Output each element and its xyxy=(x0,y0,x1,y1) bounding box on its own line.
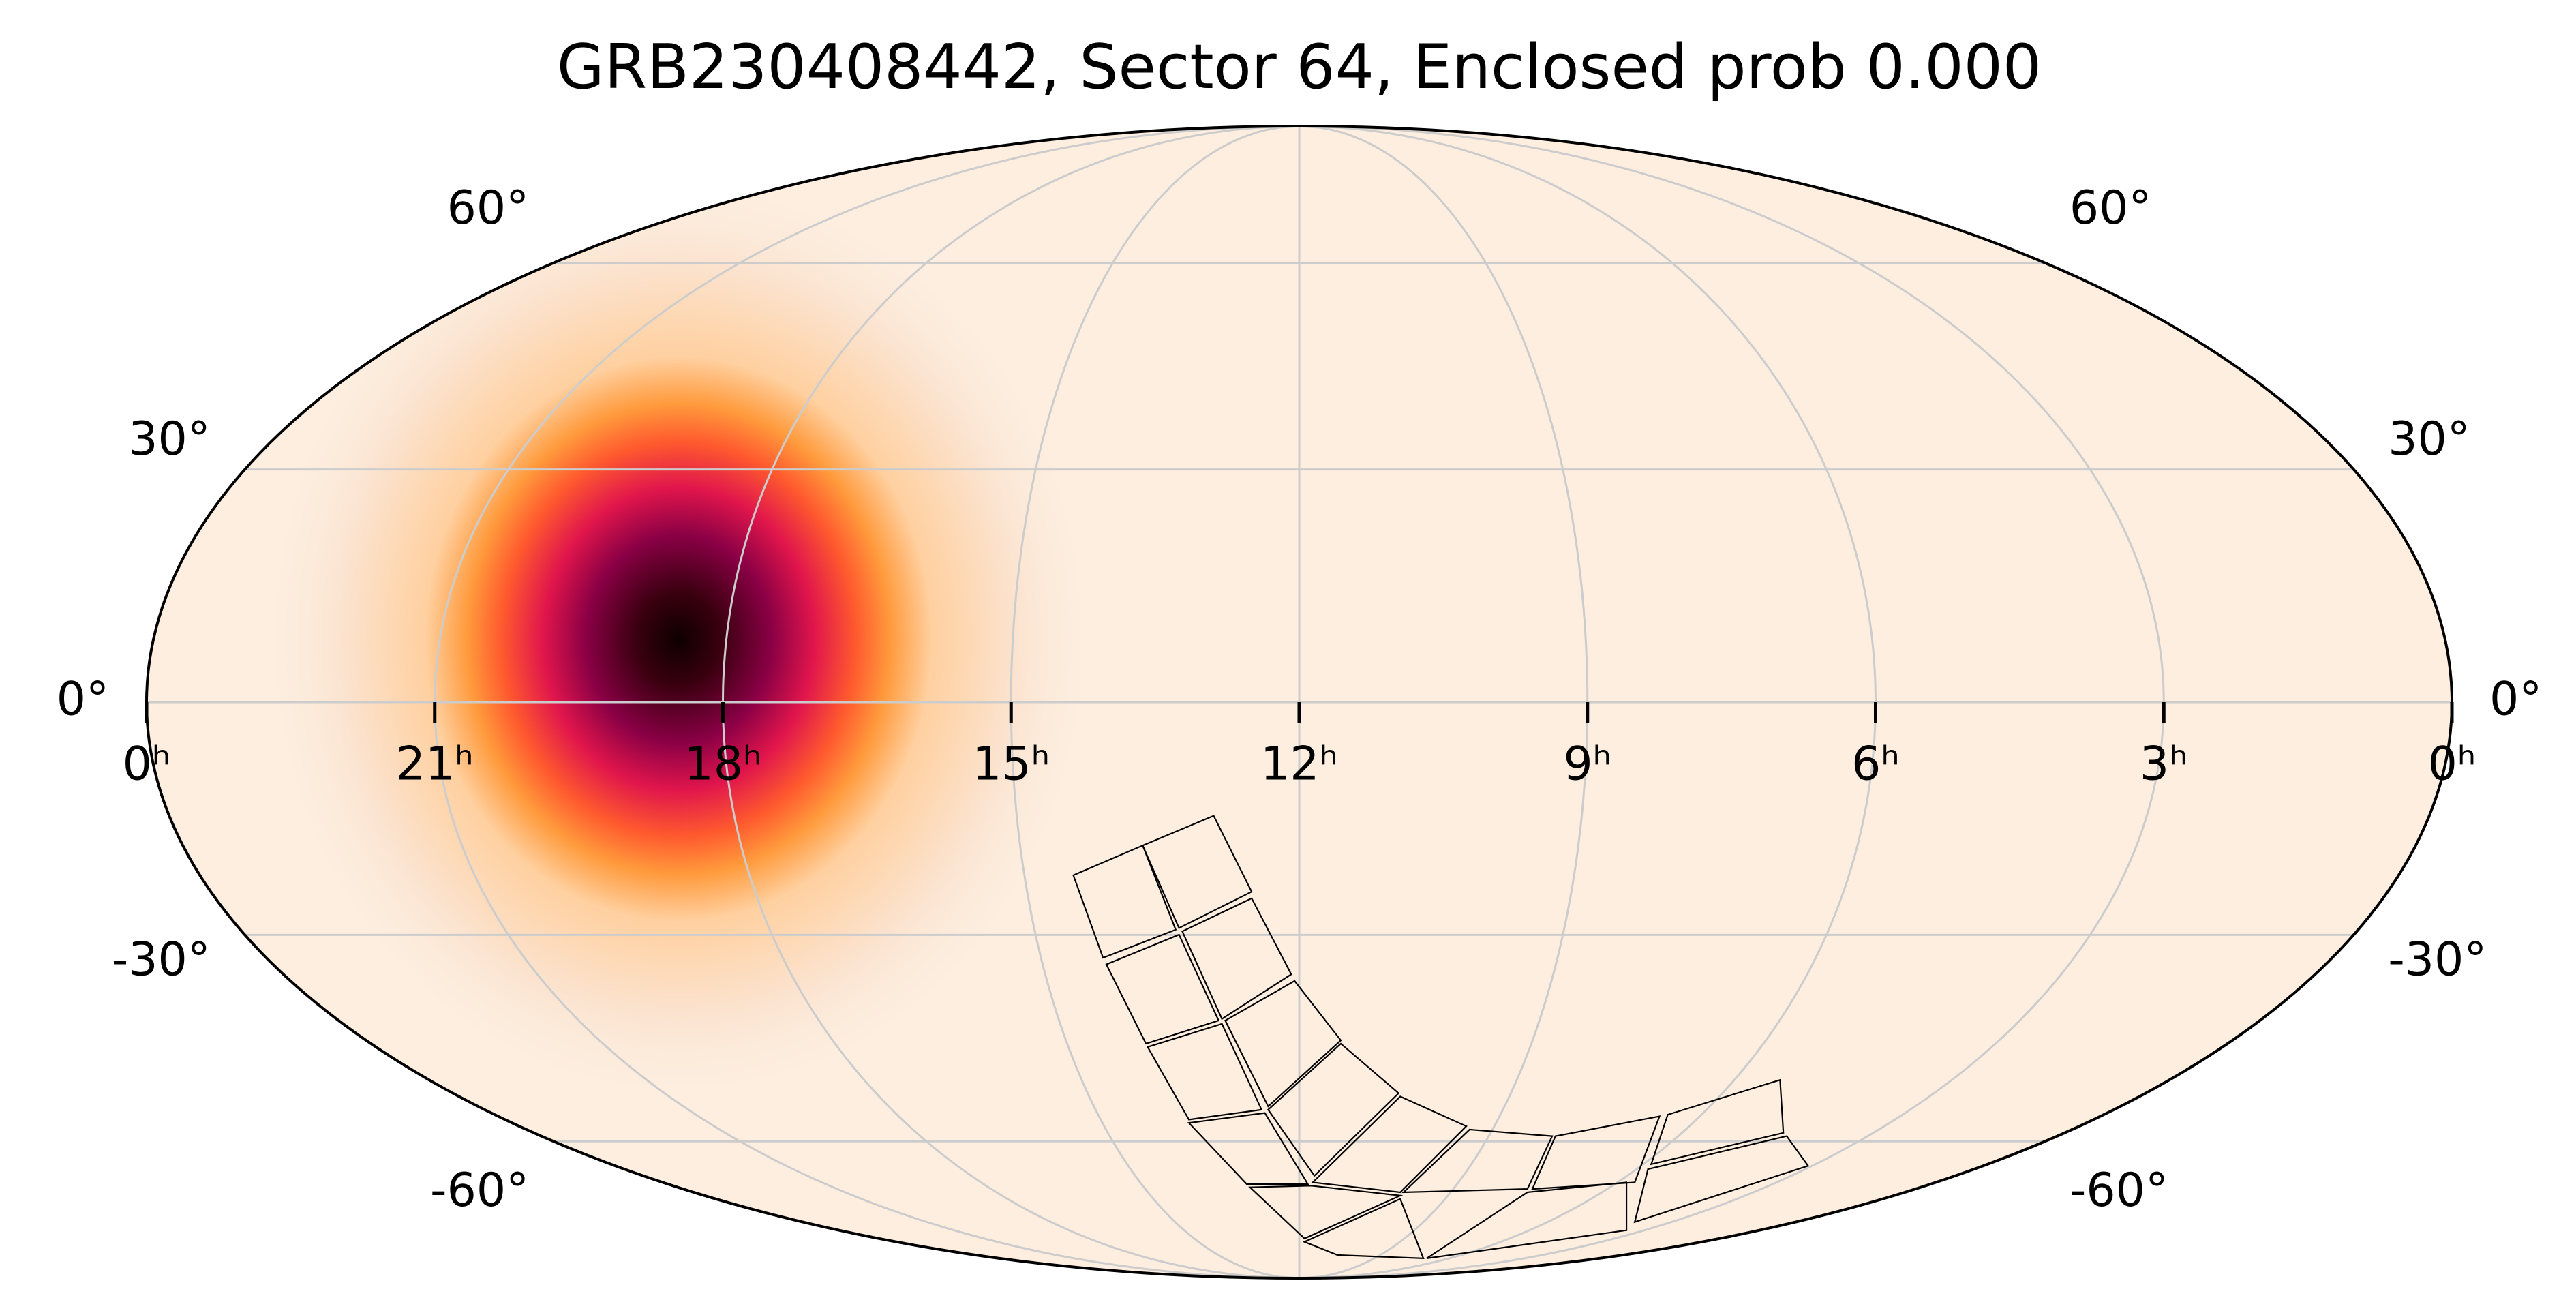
probability-layer xyxy=(256,168,1102,1110)
chart-title: GRB230408442, Sector 64, Enclosed prob 0… xyxy=(557,31,2042,103)
ticks: 0ʰ 21ʰ 18ʰ 15ʰ 12ʰ 9ʰ 6ʰ 3ʰ 0ʰ -60° -60° -30° -30° 0°… xyxy=(57,181,2543,1218)
y-tick-label: -30° xyxy=(112,933,211,986)
y-tick-label: 60° xyxy=(2070,181,2152,235)
ccd xyxy=(1302,1198,1425,1260)
y-tick-label: -60° xyxy=(430,1164,529,1218)
ccd xyxy=(1072,844,1177,959)
y-tick-label: 0° xyxy=(2489,673,2542,727)
y-tick-label: 30° xyxy=(2388,412,2470,466)
ccd xyxy=(1267,1042,1400,1177)
ccd xyxy=(1146,1023,1263,1121)
x-tick-label: 18ʰ xyxy=(684,738,761,791)
probability-hotspot xyxy=(256,168,1102,1110)
y-tick-label: -30° xyxy=(2388,933,2487,986)
ccd xyxy=(1633,1135,1810,1224)
sector-footprint xyxy=(1072,815,1810,1260)
ccd xyxy=(1650,1078,1785,1166)
ccd xyxy=(1105,933,1220,1045)
ccd xyxy=(1401,1128,1554,1194)
ccd xyxy=(1141,815,1253,929)
ccd xyxy=(1531,1115,1661,1190)
ccd xyxy=(1187,1112,1309,1185)
ccd xyxy=(1248,1185,1404,1240)
y-tick-label: 60° xyxy=(447,181,530,235)
x-tick-label: 12ʰ xyxy=(1260,738,1338,791)
x-tick-label: 6ʰ xyxy=(1851,738,1900,791)
y-tick-label: 0° xyxy=(57,673,109,727)
x-tick-label: 3ʰ xyxy=(2140,738,2188,791)
x-tick-label: 15ʰ xyxy=(972,738,1050,791)
ccd xyxy=(1224,980,1342,1108)
x-tick-label: 9ʰ xyxy=(1563,738,1611,791)
x-tick-label: 0ʰ xyxy=(2428,738,2476,791)
ccd xyxy=(1311,1095,1468,1194)
ccd xyxy=(1181,897,1292,1021)
x-tick-label: 21ʰ xyxy=(396,738,474,791)
y-tick-label: 30° xyxy=(128,412,211,466)
x-tick-label: 0ʰ xyxy=(123,738,171,791)
y-tick-label: -60° xyxy=(2070,1164,2168,1218)
